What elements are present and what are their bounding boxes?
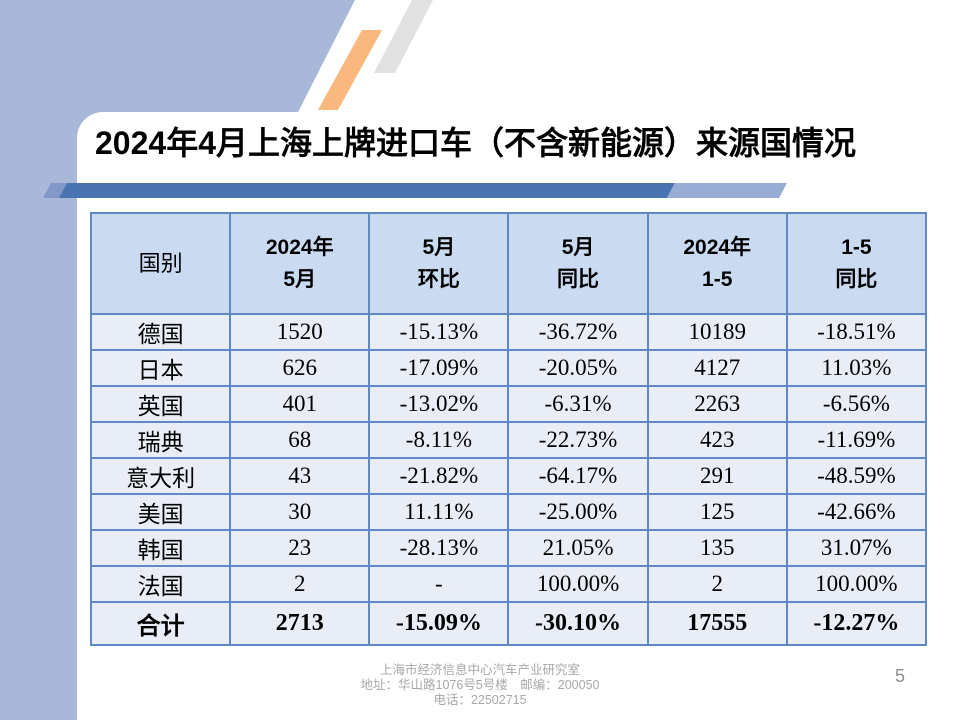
footer: 上海市经济信息中心汽车产业研究室 地址：华山路1076号5号楼 邮编：20005… bbox=[0, 663, 960, 708]
table-header-row: 国别 2024年 5月 5月 环比 5月 同比 2024年 1-5 1-5 同比 bbox=[89, 212, 928, 315]
value-cell: 626 bbox=[229, 349, 371, 387]
value-cell: 21.05% bbox=[507, 529, 649, 567]
value-cell: -48.59% bbox=[785, 457, 928, 495]
value-cell: 2 bbox=[646, 565, 788, 603]
footer-line-address: 地址：华山路1076号5号楼 邮编：200050 bbox=[360, 678, 600, 692]
page-number: 5 bbox=[894, 666, 905, 686]
value-cell: -30.10% bbox=[507, 601, 649, 646]
country-cell: 德国 bbox=[89, 313, 232, 351]
table-row: 法国 2-100.00% 2 100.00% bbox=[89, 565, 928, 603]
value-cell: 100.00% bbox=[507, 565, 649, 603]
value-cell: -42.66% bbox=[785, 493, 928, 531]
country-cell: 法国 bbox=[89, 565, 232, 603]
value-cell: 125 bbox=[646, 493, 788, 531]
value-cell: 43 bbox=[229, 457, 371, 495]
value-cell: -22.73% bbox=[507, 421, 649, 459]
value-cell: -15.13% bbox=[368, 313, 510, 351]
country-cell: 美国 bbox=[89, 493, 232, 531]
value-cell: 17555 bbox=[646, 601, 788, 646]
value-cell: 135 bbox=[646, 529, 788, 567]
footer-line-phone: 电话：22502715 bbox=[433, 693, 527, 707]
country-cell: 韩国 bbox=[89, 529, 232, 567]
value-cell: -28.13% bbox=[368, 529, 510, 567]
value-cell: -8.11% bbox=[368, 421, 510, 459]
data-table: 国别 2024年 5月 5月 环比 5月 同比 2024年 1-5 1-5 同比 德国 15… bbox=[89, 212, 928, 646]
title-underline-end bbox=[667, 183, 787, 198]
value-cell: 401 bbox=[229, 385, 371, 423]
value-cell: -21.82% bbox=[368, 457, 510, 495]
column-header: 国别 bbox=[89, 212, 232, 315]
column-header: 2024年 1-5 bbox=[646, 212, 788, 315]
table-row: 意大利 43 -21.82% -64.17% 291 -48.59% bbox=[89, 457, 928, 495]
value-cell: 2713 bbox=[229, 601, 371, 646]
column-header: 2024年 5月 bbox=[229, 212, 371, 315]
value-cell: 11.11% bbox=[368, 493, 510, 531]
title-underline-bar bbox=[59, 183, 675, 198]
country-cell: 日本 bbox=[89, 349, 232, 387]
value-cell: 423 bbox=[646, 421, 788, 459]
country-cell: 意大利 bbox=[89, 457, 232, 495]
value-cell: -11.69% bbox=[785, 421, 928, 459]
value-cell: 30 bbox=[229, 493, 371, 531]
table-row: 韩国 23 -28.13% 21.05% 135 31.07% bbox=[89, 529, 928, 567]
value-cell: -15.09% bbox=[368, 601, 510, 646]
table-row: 德国 1520 -15.13% -36.72% 10189 -18.51% bbox=[89, 313, 928, 351]
value-cell: -12.27% bbox=[785, 601, 928, 646]
value-cell: 2 bbox=[229, 565, 371, 603]
value-cell: 100.00% bbox=[785, 565, 928, 603]
value-cell: 4127 bbox=[646, 349, 788, 387]
value-cell: -64.17% bbox=[507, 457, 649, 495]
value-cell: 68 bbox=[229, 421, 371, 459]
column-header: 5月 同比 bbox=[507, 212, 649, 315]
value-cell: -18.51% bbox=[785, 313, 928, 351]
header-row: 国别 2024年 5月 5月 环比 5月 同比 2024年 1-5 1-5 同比 bbox=[89, 212, 928, 315]
value-cell: 23 bbox=[229, 529, 371, 567]
table-row: 英国 401 -13.02% -6.31% 2263 -6.56% bbox=[89, 385, 928, 423]
value-cell: 291 bbox=[646, 457, 788, 495]
value-cell: - bbox=[368, 565, 510, 603]
value-cell: 31.07% bbox=[785, 529, 928, 567]
column-header: 5月 环比 bbox=[368, 212, 510, 315]
country-cell: 合计 bbox=[89, 601, 232, 646]
value-cell: 10189 bbox=[646, 313, 788, 351]
value-cell: -6.56% bbox=[785, 385, 928, 423]
country-cell: 英国 bbox=[89, 385, 232, 423]
value-cell: 11.03% bbox=[785, 349, 928, 387]
country-cell: 瑞典 bbox=[89, 421, 232, 459]
table-body: 德国 1520 -15.13% -36.72% 10189 -18.51% 日本 626 -17… bbox=[89, 313, 928, 646]
value-cell: 1520 bbox=[229, 313, 371, 351]
total-row: 合计 2713 -15.09% -30.10% 17555 -12.27% bbox=[89, 601, 928, 646]
value-cell: -20.05% bbox=[507, 349, 649, 387]
column-header: 1-5 同比 bbox=[785, 212, 928, 315]
value-cell: -6.31% bbox=[507, 385, 649, 423]
value-cell: -17.09% bbox=[368, 349, 510, 387]
decor-stripe-gray bbox=[373, 0, 434, 73]
slide-title: 2024年4月上海上牌进口车（不含新能源）来源国情况 bbox=[95, 125, 856, 161]
table-row: 日本 626 -17.09% -20.05% 4127 11.03% bbox=[89, 349, 928, 387]
table-row: 瑞典 68 -8.11% -22.73% 423 -11.69% bbox=[89, 421, 928, 459]
value-cell: -36.72% bbox=[507, 313, 649, 351]
value-cell: -25.00% bbox=[507, 493, 649, 531]
value-cell: -13.02% bbox=[368, 385, 510, 423]
value-cell: 2263 bbox=[646, 385, 788, 423]
table-row: 美国 30 11.11% -25.00% 125 -42.66% bbox=[89, 493, 928, 531]
footer-line-org: 上海市经济信息中心汽车产业研究室 bbox=[379, 663, 580, 677]
